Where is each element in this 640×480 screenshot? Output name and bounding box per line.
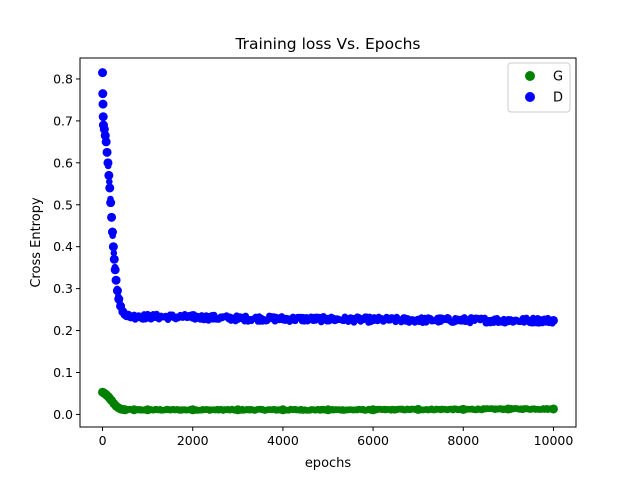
x-tick-label: 4000 (267, 433, 299, 448)
y-tick-label: 0.5 (53, 197, 73, 212)
data-point-d (107, 212, 117, 222)
legend-marker-d (525, 92, 535, 102)
data-point-d (98, 68, 108, 78)
y-tick-label: 0.0 (53, 407, 73, 422)
data-point-g (143, 405, 153, 415)
x-tick-label: 10000 (534, 433, 574, 448)
data-point-d (103, 158, 113, 168)
data-point-d (188, 312, 198, 322)
data-point-g (323, 405, 333, 415)
point-d (110, 249, 118, 257)
data-point-g (458, 404, 468, 414)
data-point-d (125, 311, 135, 321)
data-point-g (129, 405, 139, 415)
legend-label-d: D (553, 91, 563, 106)
data-point-g (503, 404, 513, 414)
x-axis-label: epochs (305, 456, 352, 471)
y-tick-label: 0.7 (53, 113, 73, 128)
y-tick-label: 0.3 (53, 281, 73, 296)
data-point-d (105, 183, 115, 193)
legend-label-g: G (553, 70, 563, 85)
data-point-d (323, 314, 333, 324)
data-point-d (233, 313, 243, 323)
data-point-d (134, 312, 144, 322)
data-point-d (143, 312, 153, 322)
x-axis: 0 2000 4000 6000 8000 10000 (99, 427, 574, 448)
data-point-g (413, 404, 423, 414)
data-point-d (106, 198, 116, 208)
series-d (98, 68, 558, 327)
point-d (106, 178, 113, 185)
data-point-g (188, 405, 198, 415)
data-point-d (278, 314, 288, 324)
x-tick-label: 2000 (177, 433, 209, 448)
series-g (98, 387, 558, 415)
data-point-d (101, 137, 111, 147)
legend-box (507, 62, 571, 113)
data-point-d (413, 315, 423, 325)
data-point-g (233, 405, 243, 415)
y-axis-label: Cross Entropy (29, 197, 44, 288)
data-point-d (109, 254, 119, 264)
data-point-d (98, 99, 108, 109)
data-point-d (503, 315, 513, 325)
data-point-d (107, 227, 117, 237)
y-tick-label: 0.2 (53, 323, 73, 338)
data-point-d (98, 89, 108, 99)
plot-frame (79, 57, 577, 428)
y-tick-label: 0.4 (53, 239, 73, 254)
data-point-d (108, 242, 118, 252)
data-point-d (114, 294, 124, 304)
legend: G D (507, 62, 571, 113)
data-point-d (98, 112, 108, 122)
data-point-d (102, 147, 112, 157)
y-tick-label: 0.8 (53, 71, 73, 86)
data-point-d (110, 265, 120, 275)
data-point-g (120, 405, 130, 415)
x-tick-label: 8000 (447, 433, 479, 448)
data-point-d (368, 315, 378, 325)
y-axis: 0.0 0.1 0.2 0.3 0.4 0.5 0.6 0.7 0.8 (53, 71, 80, 422)
chart-title: Training loss Vs. Epochs (234, 35, 420, 53)
data-point-g (278, 405, 288, 415)
y-tick-label: 0.1 (53, 365, 73, 380)
data-point-g (368, 405, 378, 415)
legend-marker-g (525, 71, 535, 81)
data-point-d (104, 170, 114, 180)
data-point-d (111, 275, 121, 285)
points-layer (98, 68, 558, 415)
y-tick-label: 0.6 (53, 155, 73, 170)
data-point-d (112, 286, 122, 296)
data-point-d (548, 315, 558, 325)
data-point-d (458, 315, 468, 325)
x-tick-label: 6000 (357, 433, 389, 448)
x-tick-label: 0 (99, 433, 107, 448)
data-point-g (548, 404, 558, 414)
